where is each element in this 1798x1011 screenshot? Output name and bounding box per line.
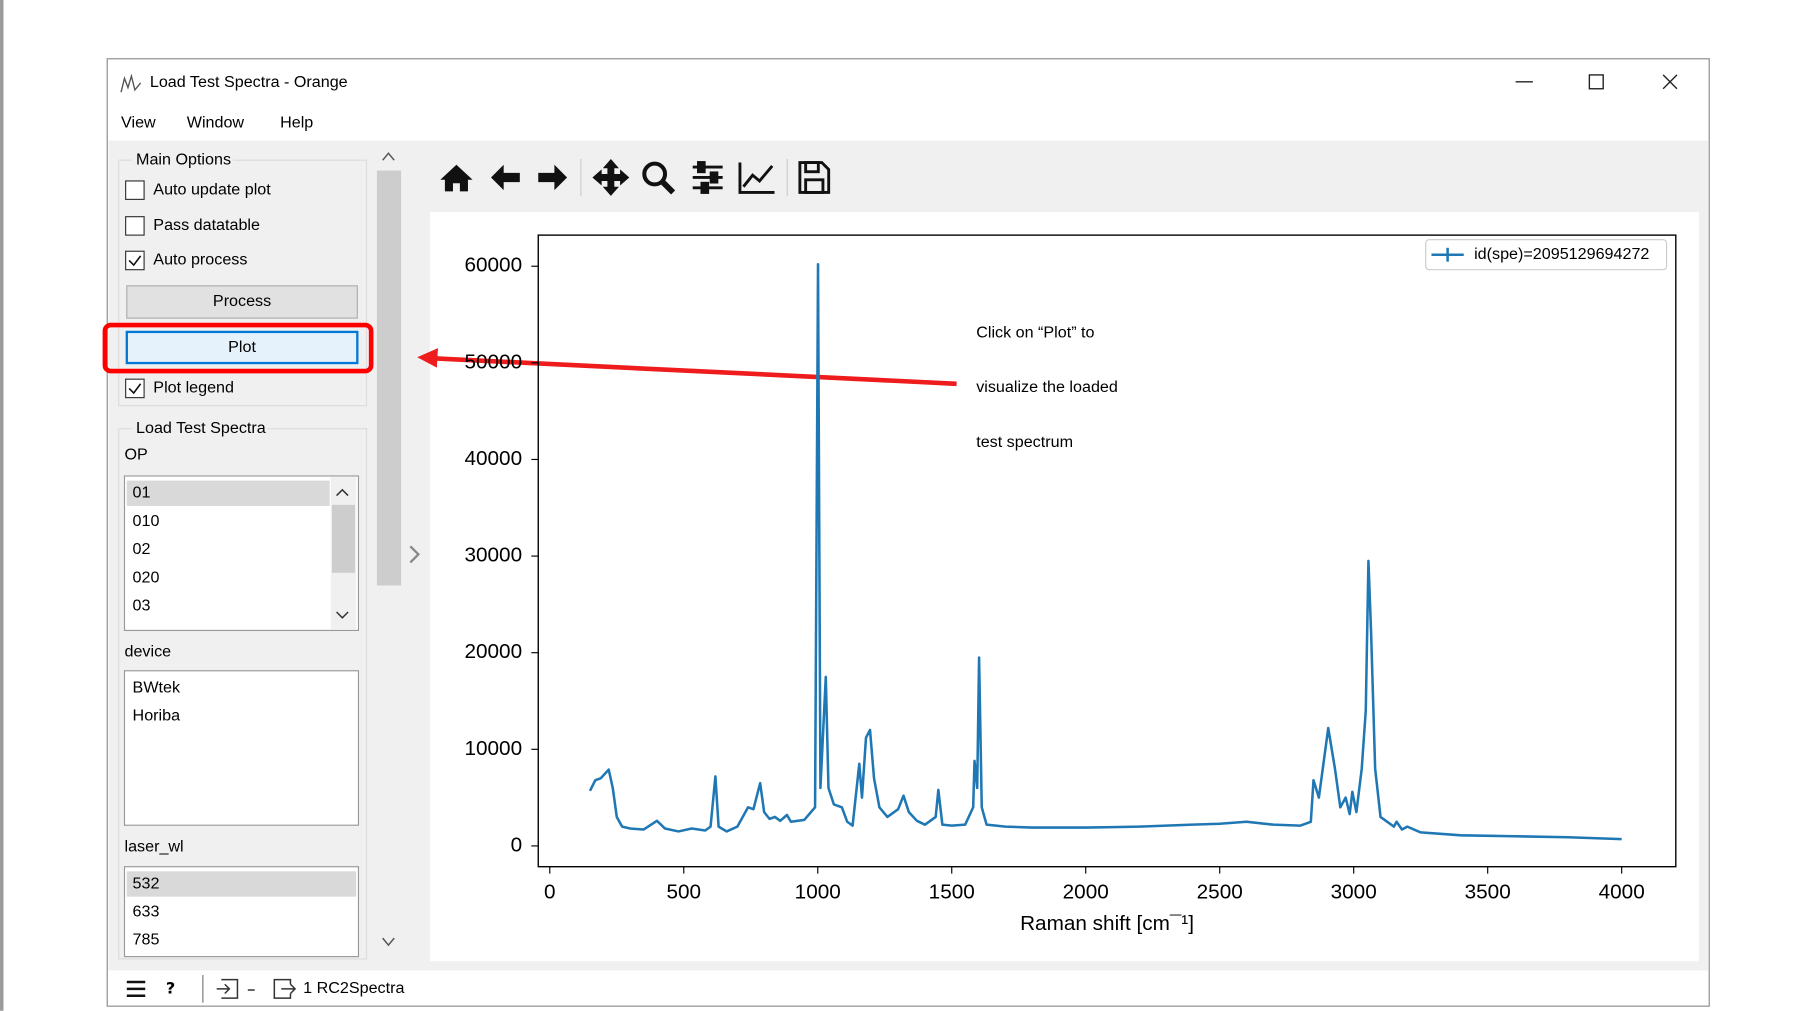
list-item[interactable]: 02 (133, 540, 151, 558)
y-tick-label: 60000 (464, 254, 522, 277)
menu-item[interactable]: Window (187, 114, 245, 132)
subplots-button[interactable] (692, 161, 723, 194)
collapse-arrow[interactable] (409, 545, 421, 564)
checkbox-label: Plot legend (153, 379, 234, 397)
annotation-text: test spectrum (976, 433, 1073, 451)
list-label: device (124, 643, 171, 661)
input-icon (216, 978, 239, 999)
toolbar (440, 159, 831, 196)
y-tick-label: 10000 (464, 737, 522, 760)
list-item[interactable]: 010 (133, 512, 160, 530)
save-button[interactable] (798, 161, 831, 194)
data-line (588, 263, 1622, 841)
x-tick-label: 1000 (795, 881, 841, 904)
app-icon (120, 73, 142, 93)
list-scrollbar-thumb[interactable] (331, 504, 356, 573)
pan-button[interactable] (592, 159, 630, 196)
forward-button[interactable] (538, 164, 568, 191)
button[interactable] (126, 285, 358, 319)
axes-frame (537, 234, 1677, 868)
menu-item[interactable]: View (121, 114, 156, 132)
zoom-button[interactable] (642, 161, 676, 195)
checkbox-label: Auto update plot (153, 180, 271, 198)
x-axis-label: Raman shift [cm¯¹] (1020, 912, 1194, 935)
list-item[interactable]: 532 (133, 874, 160, 892)
status-bar: ? 1 RC2Spectra (126, 975, 404, 1003)
y-tick-label: 40000 (464, 447, 522, 470)
list-item[interactable]: BWtek (133, 678, 181, 696)
annotation-text: Click on “Plot” to (976, 323, 1094, 341)
list-item[interactable]: 03 (133, 596, 151, 614)
scroll-up[interactable] (336, 488, 349, 497)
selected-item-bg (126, 871, 357, 897)
group-title: Main Options (136, 150, 231, 168)
x-tick-label: 3000 (1331, 881, 1377, 904)
list-item[interactable]: 020 (133, 568, 160, 586)
y-tick-label: 50000 (464, 350, 522, 373)
list-item[interactable]: 01 (133, 484, 151, 502)
annotation-arrow (435, 356, 957, 387)
back-button[interactable] (491, 164, 520, 191)
check-mark (128, 255, 142, 267)
home-button[interactable] (440, 164, 473, 192)
button-label: Process (213, 292, 271, 310)
checkbox-label: Pass datatable (153, 216, 260, 234)
y-tick-label: 30000 (464, 544, 522, 567)
checkbox-label: Auto process (153, 251, 247, 269)
annotation-text: visualize the loaded (976, 378, 1118, 396)
list-box[interactable] (123, 670, 360, 826)
group-title-bg (131, 150, 233, 170)
arrow-head (417, 348, 438, 368)
list-label: laser_wl (124, 837, 183, 855)
x-tick-label: 2000 (1063, 881, 1109, 904)
x-tick-label: 0 (544, 881, 556, 904)
axes-button[interactable] (738, 162, 775, 194)
x-tick-label: 3500 (1465, 881, 1511, 904)
page-edge (0, 0, 4, 1011)
group-title: Load Test Spectra (136, 419, 266, 437)
maximize-button[interactable] (1588, 74, 1604, 90)
button-label: Plot (228, 338, 256, 356)
status-text: 1 RC2Spectra (303, 979, 404, 997)
checkbox[interactable] (125, 180, 145, 200)
x-tick-label: 500 (666, 881, 701, 904)
list-item[interactable]: 785 (133, 931, 160, 949)
list-item[interactable]: 633 (133, 902, 160, 920)
legend-box (1425, 239, 1668, 271)
list-item[interactable]: Horiba (133, 707, 181, 725)
scrollbar-thumb[interactable] (376, 170, 402, 586)
output-icon (273, 978, 297, 999)
scroll-up[interactable] (382, 152, 395, 161)
group-box (118, 159, 368, 407)
check-mark (128, 383, 142, 395)
x-tick-label: 1500 (929, 881, 975, 904)
button[interactable] (125, 330, 359, 365)
scroll-down[interactable] (336, 611, 349, 619)
y-tick-label: 20000 (464, 640, 522, 663)
menu-item[interactable]: Help (280, 114, 313, 132)
close-button[interactable] (1662, 74, 1678, 90)
x-tick-label: 2500 (1197, 881, 1243, 904)
legend-label: id(spe)=2095129694272 (1474, 245, 1649, 263)
checkbox[interactable] (125, 216, 145, 236)
list-label: OP (124, 446, 147, 464)
selected-item-bg (126, 480, 330, 506)
group-title-bg (131, 419, 268, 438)
checkbox[interactable] (125, 378, 145, 399)
highlight-box (102, 322, 374, 374)
y-tick-label: 0 (511, 833, 523, 856)
scroll-down[interactable] (382, 937, 395, 947)
menu-icon[interactable] (126, 980, 146, 998)
checkbox[interactable] (125, 250, 145, 271)
help-icon[interactable]: ? (166, 978, 175, 997)
x-tick-label: 4000 (1599, 881, 1645, 904)
window-title: Load Test Spectra - Orange (150, 73, 348, 91)
